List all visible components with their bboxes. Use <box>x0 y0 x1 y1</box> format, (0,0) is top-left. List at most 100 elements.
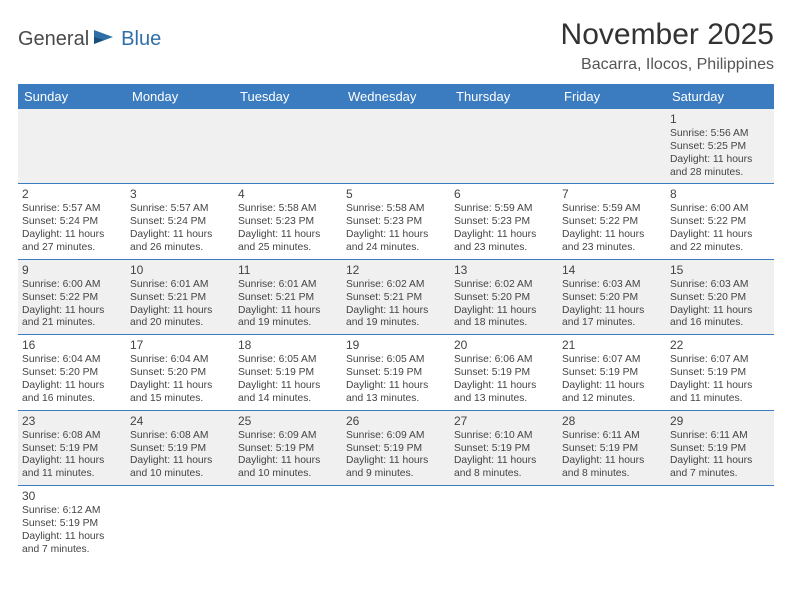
day-number: 7 <box>562 187 662 202</box>
day-number: 6 <box>454 187 554 202</box>
calendar-day-cell <box>450 486 558 561</box>
sunrise-line: Sunrise: 6:00 AM <box>670 203 770 216</box>
sunrise-line: Sunrise: 5:57 AM <box>130 203 230 216</box>
sunrise-line: Sunrise: 6:03 AM <box>670 279 770 292</box>
calendar-week-row: 23Sunrise: 6:08 AMSunset: 5:19 PMDayligh… <box>18 410 774 485</box>
daylight-line: Daylight: 11 hours and 11 minutes. <box>22 455 122 481</box>
day-head-wed: Wednesday <box>342 84 450 109</box>
sunrise-line: Sunrise: 6:09 AM <box>346 430 446 443</box>
sunset-line: Sunset: 5:22 PM <box>670 216 770 229</box>
calendar-day-cell: 10Sunrise: 6:01 AMSunset: 5:21 PMDayligh… <box>126 259 234 334</box>
calendar-day-cell: 12Sunrise: 6:02 AMSunset: 5:21 PMDayligh… <box>342 259 450 334</box>
day-number: 29 <box>670 414 770 429</box>
day-number: 3 <box>130 187 230 202</box>
calendar-day-cell: 21Sunrise: 6:07 AMSunset: 5:19 PMDayligh… <box>558 335 666 410</box>
sunset-line: Sunset: 5:23 PM <box>238 216 338 229</box>
daylight-line: Daylight: 11 hours and 28 minutes. <box>670 154 770 180</box>
day-head-thu: Thursday <box>450 84 558 109</box>
calendar-day-cell: 9Sunrise: 6:00 AMSunset: 5:22 PMDaylight… <box>18 259 126 334</box>
sunset-line: Sunset: 5:19 PM <box>22 443 122 456</box>
calendar-day-cell <box>234 486 342 561</box>
daylight-line: Daylight: 11 hours and 13 minutes. <box>454 380 554 406</box>
daylight-line: Daylight: 11 hours and 17 minutes. <box>562 305 662 331</box>
calendar-day-cell: 4Sunrise: 5:58 AMSunset: 5:23 PMDaylight… <box>234 184 342 259</box>
calendar-day-cell <box>342 486 450 561</box>
sunrise-line: Sunrise: 6:08 AM <box>22 430 122 443</box>
sunset-line: Sunset: 5:21 PM <box>346 292 446 305</box>
header: General Blue November 2025 Bacarra, Iloc… <box>18 18 774 74</box>
sunset-line: Sunset: 5:19 PM <box>130 443 230 456</box>
daylight-line: Daylight: 11 hours and 19 minutes. <box>238 305 338 331</box>
day-number: 26 <box>346 414 446 429</box>
day-head-fri: Friday <box>558 84 666 109</box>
daylight-line: Daylight: 11 hours and 26 minutes. <box>130 229 230 255</box>
sunrise-line: Sunrise: 6:10 AM <box>454 430 554 443</box>
sunset-line: Sunset: 5:19 PM <box>670 443 770 456</box>
daylight-line: Daylight: 11 hours and 11 minutes. <box>670 380 770 406</box>
day-number: 10 <box>130 263 230 278</box>
daylight-line: Daylight: 11 hours and 13 minutes. <box>346 380 446 406</box>
sunrise-line: Sunrise: 6:05 AM <box>346 354 446 367</box>
sunset-line: Sunset: 5:20 PM <box>454 292 554 305</box>
sunset-line: Sunset: 5:19 PM <box>22 518 122 531</box>
calendar-day-cell: 30Sunrise: 6:12 AMSunset: 5:19 PMDayligh… <box>18 486 126 561</box>
sunset-line: Sunset: 5:19 PM <box>562 443 662 456</box>
day-number: 20 <box>454 338 554 353</box>
sunrise-line: Sunrise: 6:07 AM <box>562 354 662 367</box>
calendar-day-cell: 25Sunrise: 6:09 AMSunset: 5:19 PMDayligh… <box>234 410 342 485</box>
sunrise-line: Sunrise: 5:56 AM <box>670 128 770 141</box>
daylight-line: Daylight: 11 hours and 25 minutes. <box>238 229 338 255</box>
sunrise-line: Sunrise: 6:11 AM <box>670 430 770 443</box>
logo-text-blue: Blue <box>121 28 161 51</box>
calendar-day-cell: 20Sunrise: 6:06 AMSunset: 5:19 PMDayligh… <box>450 335 558 410</box>
daylight-line: Daylight: 11 hours and 19 minutes. <box>346 305 446 331</box>
title-block: November 2025 Bacarra, Ilocos, Philippin… <box>561 18 774 74</box>
daylight-line: Daylight: 11 hours and 16 minutes. <box>670 305 770 331</box>
day-number: 11 <box>238 263 338 278</box>
daylight-line: Daylight: 11 hours and 8 minutes. <box>562 455 662 481</box>
location: Bacarra, Ilocos, Philippines <box>561 56 774 74</box>
day-number: 14 <box>562 263 662 278</box>
calendar-day-cell: 18Sunrise: 6:05 AMSunset: 5:19 PMDayligh… <box>234 335 342 410</box>
daylight-line: Daylight: 11 hours and 18 minutes. <box>454 305 554 331</box>
calendar-day-cell: 16Sunrise: 6:04 AMSunset: 5:20 PMDayligh… <box>18 335 126 410</box>
daylight-line: Daylight: 11 hours and 16 minutes. <box>22 380 122 406</box>
sunrise-line: Sunrise: 5:57 AM <box>22 203 122 216</box>
calendar-week-row: 9Sunrise: 6:00 AMSunset: 5:22 PMDaylight… <box>18 259 774 334</box>
daylight-line: Daylight: 11 hours and 24 minutes. <box>346 229 446 255</box>
calendar-day-cell: 3Sunrise: 5:57 AMSunset: 5:24 PMDaylight… <box>126 184 234 259</box>
sunset-line: Sunset: 5:24 PM <box>22 216 122 229</box>
sunset-line: Sunset: 5:23 PM <box>454 216 554 229</box>
daylight-line: Daylight: 11 hours and 27 minutes. <box>22 229 122 255</box>
day-number: 8 <box>670 187 770 202</box>
calendar-day-cell: 13Sunrise: 6:02 AMSunset: 5:20 PMDayligh… <box>450 259 558 334</box>
day-number: 15 <box>670 263 770 278</box>
calendar-day-cell: 22Sunrise: 6:07 AMSunset: 5:19 PMDayligh… <box>666 335 774 410</box>
sunset-line: Sunset: 5:24 PM <box>130 216 230 229</box>
day-number: 23 <box>22 414 122 429</box>
calendar-day-cell: 29Sunrise: 6:11 AMSunset: 5:19 PMDayligh… <box>666 410 774 485</box>
day-number: 17 <box>130 338 230 353</box>
day-head-sat: Saturday <box>666 84 774 109</box>
sunrise-line: Sunrise: 6:02 AM <box>346 279 446 292</box>
calendar-week-row: 16Sunrise: 6:04 AMSunset: 5:20 PMDayligh… <box>18 335 774 410</box>
sunset-line: Sunset: 5:19 PM <box>238 443 338 456</box>
sunrise-line: Sunrise: 6:05 AM <box>238 354 338 367</box>
sunset-line: Sunset: 5:23 PM <box>346 216 446 229</box>
sunset-line: Sunset: 5:20 PM <box>130 367 230 380</box>
sunrise-line: Sunrise: 6:09 AM <box>238 430 338 443</box>
sunrise-line: Sunrise: 6:01 AM <box>238 279 338 292</box>
calendar-day-cell <box>666 486 774 561</box>
calendar-day-cell: 23Sunrise: 6:08 AMSunset: 5:19 PMDayligh… <box>18 410 126 485</box>
sunrise-line: Sunrise: 5:59 AM <box>454 203 554 216</box>
day-number: 18 <box>238 338 338 353</box>
calendar-day-cell <box>558 109 666 184</box>
sunset-line: Sunset: 5:21 PM <box>130 292 230 305</box>
sunset-line: Sunset: 5:19 PM <box>346 443 446 456</box>
sunset-line: Sunset: 5:19 PM <box>238 367 338 380</box>
daylight-line: Daylight: 11 hours and 7 minutes. <box>670 455 770 481</box>
day-head-tue: Tuesday <box>234 84 342 109</box>
daylight-line: Daylight: 11 hours and 12 minutes. <box>562 380 662 406</box>
sunrise-line: Sunrise: 6:06 AM <box>454 354 554 367</box>
day-number: 13 <box>454 263 554 278</box>
